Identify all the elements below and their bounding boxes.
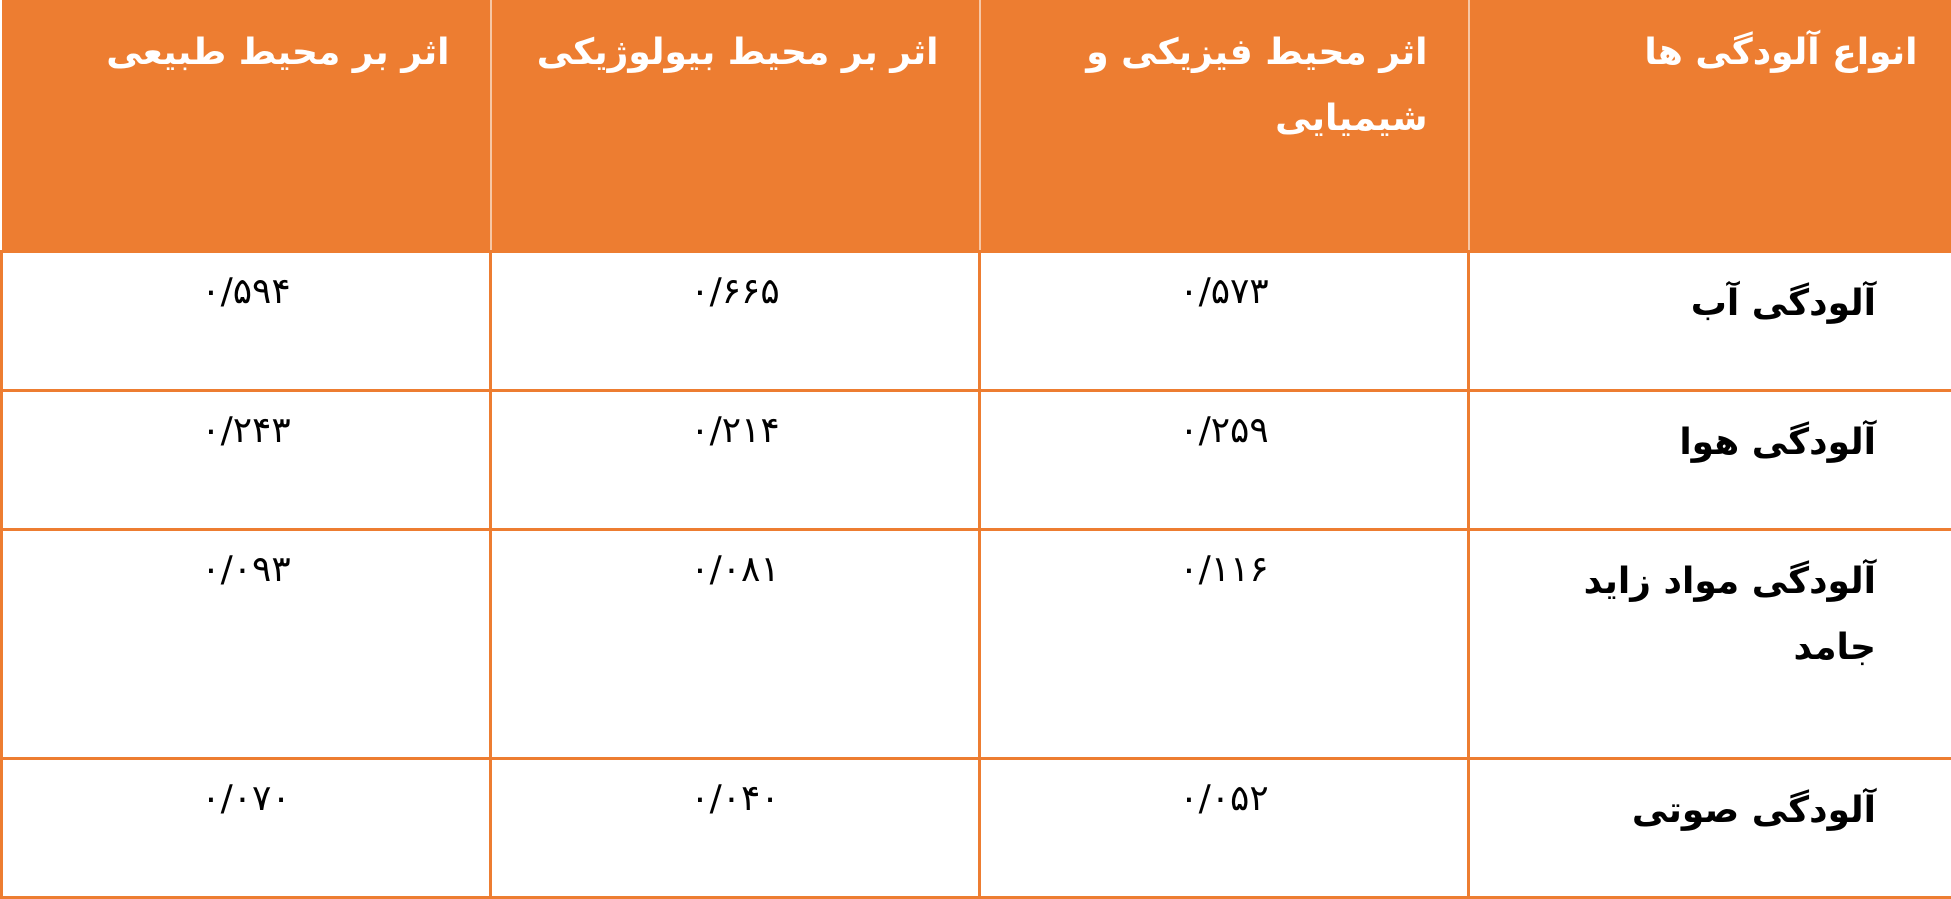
header-biological: اثر بر محیط بیولوژیکی <box>491 0 980 252</box>
table-row: آلودگی مواد زاید جامد ۰/۱۱۶ ۰/۰۸۱ ۰/۰۹۳ <box>2 530 1951 759</box>
pollution-type-cell: آلودگی هوا <box>1469 391 1951 530</box>
biological-cell: ۰/۰۴۰ <box>491 759 980 898</box>
physical-chemical-cell: ۰/۵۷۳ <box>980 252 1469 391</box>
table-row: آلودگی هوا ۰/۲۵۹ ۰/۲۱۴ ۰/۲۴۳ <box>2 391 1951 530</box>
pollution-type-cell: آلودگی مواد زاید جامد <box>1469 530 1951 759</box>
pollution-type-cell: آلودگی صوتی <box>1469 759 1951 898</box>
natural-cell: ۰/۰۹۳ <box>2 530 491 759</box>
physical-chemical-cell: ۰/۱۱۶ <box>980 530 1469 759</box>
natural-cell: ۰/۲۴۳ <box>2 391 491 530</box>
header-row: انواع آلودگی ها اثر محیط فیزیکی و شیمیای… <box>2 0 1951 252</box>
biological-cell: ۰/۶۶۵ <box>491 252 980 391</box>
header-natural: اثر بر محیط طبیعی <box>2 0 491 252</box>
biological-cell: ۰/۰۸۱ <box>491 530 980 759</box>
biological-cell: ۰/۲۱۴ <box>491 391 980 530</box>
natural-cell: ۰/۰۷۰ <box>2 759 491 898</box>
header-physical-chemical: اثر محیط فیزیکی و شیمیایی <box>980 0 1469 252</box>
physical-chemical-cell: ۰/۲۵۹ <box>980 391 1469 530</box>
table-row: آلودگی آب ۰/۵۷۳ ۰/۶۶۵ ۰/۵۹۴ <box>2 252 1951 391</box>
physical-chemical-cell: ۰/۰۵۲ <box>980 759 1469 898</box>
header-pollution-type: انواع آلودگی ها <box>1469 0 1951 252</box>
natural-cell: ۰/۵۹۴ <box>2 252 491 391</box>
pollution-type-cell: آلودگی آب <box>1469 252 1951 391</box>
table-row: آلودگی صوتی ۰/۰۵۲ ۰/۰۴۰ ۰/۰۷۰ <box>2 759 1951 898</box>
